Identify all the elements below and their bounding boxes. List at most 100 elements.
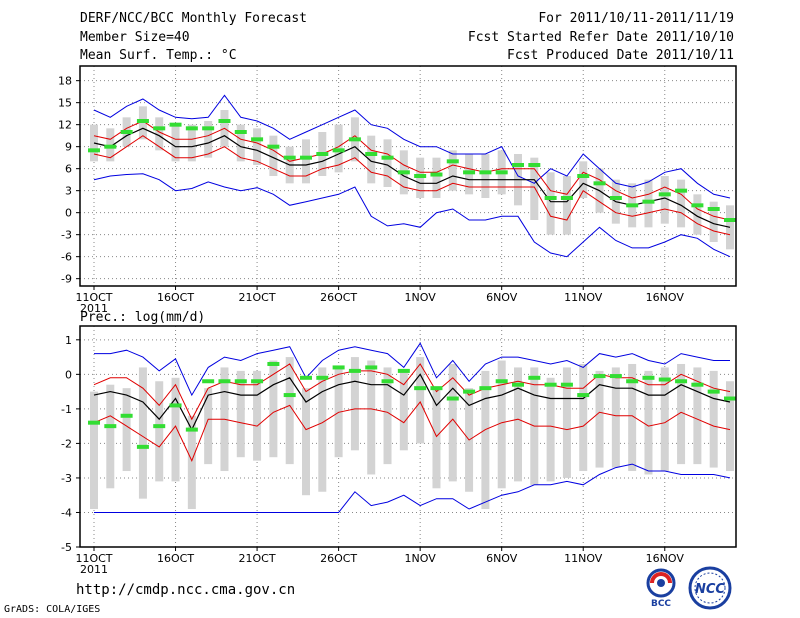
temperature-obs-marker bbox=[707, 207, 720, 211]
precip-obs-marker bbox=[724, 396, 736, 401]
precip-y-tick-label: -5 bbox=[61, 541, 72, 554]
precip-lower-line bbox=[93, 401, 731, 462]
grads-credit: GrADS: COLA/IGES bbox=[4, 604, 101, 615]
temperature-obs-marker bbox=[593, 181, 606, 186]
precip-x-tick-label: 1NOV bbox=[405, 552, 437, 565]
temperature-obs-marker bbox=[234, 130, 247, 134]
precip-obs-marker bbox=[185, 427, 198, 432]
precip-spread-box bbox=[514, 367, 522, 482]
precip-y-tick-label: -3 bbox=[61, 472, 72, 485]
forecast-period: For 2011/10/11-2011/11/19 bbox=[538, 11, 734, 26]
precip-spread-box bbox=[660, 367, 669, 472]
precip-year-label: 2011 bbox=[80, 563, 108, 576]
temperature-x-tick-label: 6NOV bbox=[486, 291, 518, 304]
precip-obs-marker bbox=[691, 382, 704, 387]
temperature-y-tick-label: 6 bbox=[65, 163, 72, 176]
precip-spread-box bbox=[497, 360, 506, 489]
precip-y-tick-label: 1 bbox=[65, 334, 72, 347]
precip-obs-marker bbox=[642, 375, 655, 380]
temperature-obs-marker bbox=[267, 144, 280, 149]
temperature-upper-line bbox=[93, 120, 731, 221]
precip-frame bbox=[79, 325, 737, 548]
precip-spread-box bbox=[399, 370, 408, 451]
temperature-obs-marker bbox=[642, 199, 655, 204]
precip-obs-marker bbox=[658, 377, 671, 382]
temperature-spread-box bbox=[709, 201, 718, 242]
temperature-spread-box bbox=[530, 157, 539, 220]
precip-x-tick-label: 16OCT bbox=[157, 552, 194, 565]
precip-y-tick-label: -2 bbox=[61, 437, 72, 450]
temperature-obs-marker bbox=[300, 155, 312, 160]
temperature-x-tick-label: 16OCT bbox=[157, 291, 194, 304]
precip-x-tick-label: 11NOV bbox=[564, 552, 603, 565]
temperature-obs-marker bbox=[169, 122, 182, 127]
temperature-obs-marker bbox=[381, 155, 394, 160]
precip-obs-marker bbox=[626, 379, 639, 384]
temperature-spread-box bbox=[579, 161, 588, 198]
temperature-obs-marker bbox=[414, 174, 427, 178]
temperature-spread-box bbox=[693, 194, 702, 235]
temperature-spread-box bbox=[253, 128, 262, 165]
temperature-spread-box bbox=[204, 121, 213, 158]
temperature-panel-title: Mean Surf. Temp.: °C bbox=[80, 48, 237, 63]
precip-x-tick-label: 6NOV bbox=[486, 552, 518, 565]
precip-x-tick-label: 26OCT bbox=[320, 552, 357, 565]
temperature-y-tick-label: -9 bbox=[61, 273, 72, 286]
precip-obs-marker bbox=[88, 420, 100, 425]
precip-spread-box bbox=[595, 370, 604, 468]
precip-obs-marker bbox=[675, 379, 688, 384]
precip-spread-box bbox=[432, 388, 441, 489]
precip-spread-box bbox=[204, 388, 213, 465]
temperature-spread-box bbox=[367, 135, 376, 184]
website-url[interactable]: http://cmdp.ncc.cma.gov.cn bbox=[76, 582, 296, 598]
temperature-spread-box bbox=[481, 154, 490, 198]
temperature-obs-marker bbox=[528, 163, 541, 167]
forecast-title: DERF/NCC/BCC Monthly Forecast bbox=[80, 11, 307, 26]
member-size-label: Member Size=40 bbox=[80, 30, 190, 45]
temperature-obs-marker bbox=[463, 170, 476, 175]
temperature-panel: -9 -6 -3 0 3 6 9 12 15 18 11OCT 16OCT 21OCT 26OCT 1NOV… bbox=[58, 65, 737, 315]
precip-spread-box bbox=[644, 370, 653, 475]
temperature-obs-marker bbox=[691, 203, 704, 208]
temperature-obs-marker bbox=[658, 192, 671, 197]
precip-obs-marker bbox=[446, 396, 459, 401]
precip-spread-box bbox=[546, 377, 555, 482]
precip-obs-marker bbox=[397, 368, 410, 373]
temperature-obs-marker bbox=[577, 174, 590, 178]
precip-spread-box bbox=[155, 381, 164, 482]
precip-obs-marker bbox=[332, 365, 345, 370]
temperature-spread-box bbox=[677, 179, 686, 228]
precip-spread-box bbox=[628, 363, 637, 472]
temperature-y-tick-label: 9 bbox=[65, 141, 72, 154]
temperature-obs-marker bbox=[675, 188, 688, 193]
temperature-spread-box bbox=[383, 139, 392, 187]
ncc-logo-text: NCC bbox=[695, 582, 725, 597]
precip-obs-marker bbox=[169, 403, 182, 408]
precip-obs-marker bbox=[577, 393, 590, 398]
temperature-obs-marker bbox=[283, 155, 296, 160]
precip-obs-marker bbox=[136, 444, 149, 449]
precip-y-tick-label: -4 bbox=[61, 506, 72, 519]
temperature-obs-marker bbox=[120, 130, 133, 134]
temperature-spread-box bbox=[171, 124, 180, 162]
temperature-x-tick-label: 1NOV bbox=[405, 291, 437, 304]
precip-spread-box bbox=[187, 415, 196, 510]
temperature-spread-box bbox=[302, 139, 310, 184]
temperature-max-line bbox=[93, 94, 731, 199]
precip-spread-box bbox=[481, 370, 490, 510]
precip-obs-marker bbox=[479, 386, 492, 391]
temperature-y-tick-label: 18 bbox=[58, 75, 72, 88]
precip-spread-box bbox=[448, 363, 457, 482]
precip-obs-marker bbox=[430, 386, 443, 391]
precip-spread-box bbox=[269, 360, 278, 458]
precip-upper-line bbox=[93, 363, 731, 421]
temperature-x-tick-label: 21OCT bbox=[239, 291, 276, 304]
precip-obs-marker bbox=[560, 382, 573, 387]
temperature-obs-marker bbox=[88, 148, 100, 153]
temperature-obs-marker bbox=[153, 126, 166, 131]
temperature-spread-box bbox=[660, 176, 669, 224]
precip-spread-box bbox=[579, 363, 588, 472]
precip-spread-box bbox=[726, 381, 734, 472]
precip-spread-box bbox=[302, 388, 310, 496]
temperature-obs-marker bbox=[202, 126, 215, 131]
